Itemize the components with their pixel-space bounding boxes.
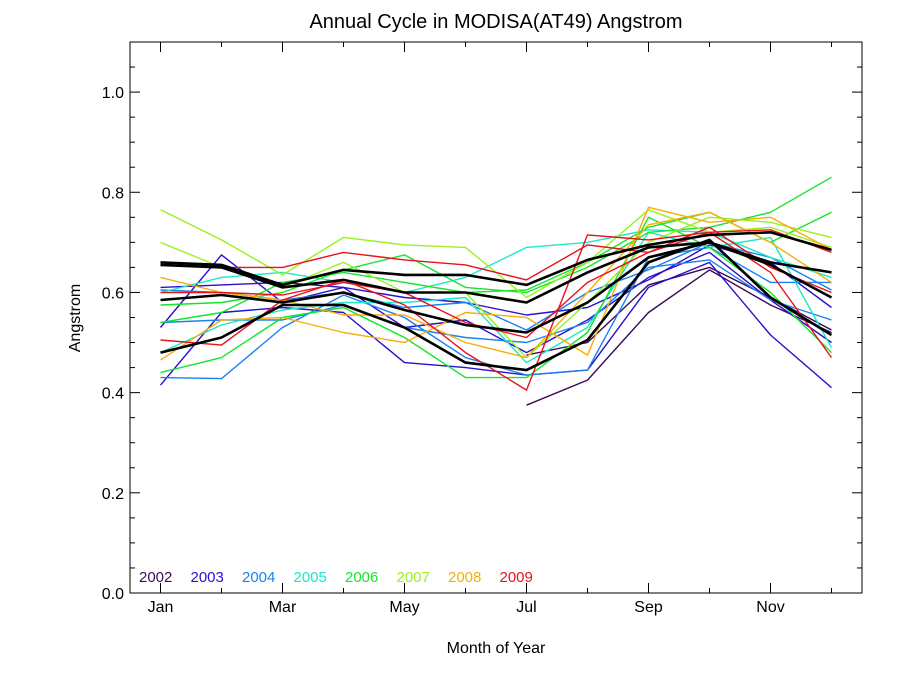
series-line-2006 bbox=[160, 216, 832, 379]
series-line-2008 bbox=[160, 206, 832, 361]
series-line-2005 bbox=[160, 229, 832, 294]
x-tick-label: May bbox=[389, 599, 419, 616]
y-tick-label: 0.8 bbox=[102, 185, 124, 202]
x-tick-label: Nov bbox=[756, 599, 784, 616]
legend-entry-2007: 2007 bbox=[397, 569, 430, 586]
legend-entry-2003: 2003 bbox=[191, 569, 224, 586]
series-line-2002 bbox=[526, 269, 832, 406]
x-tick-label: Sep bbox=[634, 599, 663, 616]
mean-series-line bbox=[160, 241, 832, 304]
series-line-2004 bbox=[160, 259, 832, 344]
y-tick-label: 0.4 bbox=[102, 386, 124, 403]
legend: 2002 2003 2004 2005 2006 2007 2008 2009 bbox=[139, 569, 533, 586]
x-tick-label: Jul bbox=[516, 599, 536, 616]
y-tick-label: 0.2 bbox=[102, 486, 124, 503]
y-tick-label: 1.0 bbox=[102, 85, 124, 102]
legend-entry-2005: 2005 bbox=[294, 569, 327, 586]
x-tick-label: Jan bbox=[148, 599, 174, 616]
x-tick-label: Mar bbox=[269, 599, 297, 616]
axis-ticks: Jan Mar May Jul Sep Nov 0.0 0.2 0.4 0.6 0.8 1.0 bbox=[102, 41, 862, 616]
y-axis-label: Angstrom bbox=[67, 284, 84, 352]
series-line-2009 bbox=[160, 231, 833, 391]
x-axis-label: Month of Year bbox=[447, 640, 546, 657]
plot-lines bbox=[159, 176, 833, 406]
mean-series-line bbox=[160, 238, 833, 372]
legend-entry-2004: 2004 bbox=[242, 569, 275, 586]
y-tick-label: 0.6 bbox=[102, 285, 124, 302]
legend-entry-2009: 2009 bbox=[500, 569, 533, 586]
legend-entry-2002: 2002 bbox=[139, 569, 172, 586]
chart-title: Annual Cycle in MODISA(AT49) Angstrom bbox=[309, 11, 682, 33]
y-tick-label: 0.0 bbox=[102, 586, 124, 603]
mean-series-line bbox=[160, 231, 832, 287]
legend-entry-2006: 2006 bbox=[345, 569, 378, 586]
series-line-2008 bbox=[160, 211, 832, 359]
plot-frame bbox=[129, 41, 863, 594]
legend-entry-2008: 2008 bbox=[448, 569, 481, 586]
